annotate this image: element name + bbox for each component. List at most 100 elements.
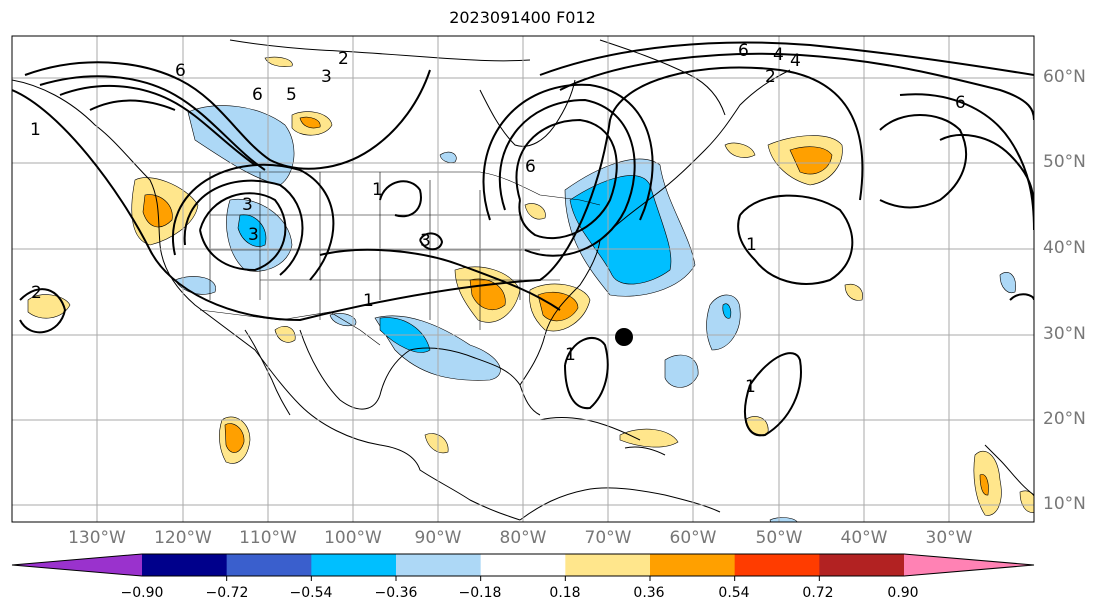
colorbar-tick-label: 0.90 — [887, 585, 919, 601]
colorbar-segment — [142, 554, 228, 576]
colorbar-tick-label: −0.72 — [205, 585, 249, 601]
pos-anomaly-azores — [844, 283, 863, 301]
coast-east-canada — [599, 69, 791, 241]
lon-label: 90°W — [414, 528, 462, 548]
border-us-canada — [150, 171, 601, 206]
pos-anomaly-mexico-pacific-core — [224, 423, 245, 453]
contour-5 — [59, 85, 256, 166]
neg-anomaly-small2 — [439, 151, 457, 163]
pos-anomaly-central-am — [424, 433, 449, 454]
coast-greenland — [599, 39, 726, 116]
contour-label: 1 — [746, 235, 757, 255]
neg-anomaly-small4 — [999, 272, 1016, 293]
contour-16 — [939, 134, 1034, 211]
contour-18-azores-high — [737, 194, 854, 285]
contour-labels: 6 2 3 5 4 6 6 2 4 6 6 1 1 3 3 3 1 2 1 1 … — [30, 41, 966, 397]
contour-15 — [879, 114, 968, 209]
contour-2 — [19, 288, 67, 334]
pos-anomaly-pacific-sw — [27, 294, 71, 319]
colorbar-outline — [11, 553, 1035, 577]
lon-label: 110°W — [239, 528, 297, 548]
colorbar-tick-label: −0.90 — [120, 585, 164, 601]
lon-label: 80°W — [499, 528, 547, 548]
lon-label: 50°W — [755, 528, 803, 548]
contour-label: 6 — [955, 93, 966, 113]
lon-label: 130°W — [68, 528, 126, 548]
contour-9 — [172, 163, 335, 281]
coast-hispaniola — [624, 446, 666, 456]
contour-label: 6 — [738, 41, 749, 61]
contour-label: 3 — [242, 195, 253, 215]
contour-label: 3 — [248, 225, 259, 245]
graticule — [12, 36, 1034, 522]
pos-anomaly-newfoundland — [724, 142, 756, 158]
colorbar-segment — [650, 554, 736, 576]
colorbar-tick-label: −0.54 — [289, 585, 333, 601]
colorbar-extend-high — [904, 554, 1034, 576]
neg-anomaly-rockies-core — [237, 214, 267, 247]
map-title: 2023091400 F012 — [449, 8, 596, 27]
contours — [12, 41, 1034, 437]
pos-anomaly-hudson — [524, 203, 546, 220]
colorbar-tick-label: −0.18 — [458, 585, 502, 601]
coast-baja — [244, 329, 291, 416]
coast-arctic — [229, 39, 531, 62]
colorbar — [11, 553, 1035, 581]
contour-8 — [183, 179, 304, 276]
contour-label: 4 — [773, 45, 784, 65]
lon-label: 100°W — [324, 528, 382, 548]
contour-label: 5 — [286, 85, 297, 105]
contour-label: 6 — [525, 157, 536, 177]
lat-label: 10°N — [1043, 494, 1086, 514]
political-borders — [150, 171, 601, 346]
pos-anomaly-caribbean — [619, 428, 679, 448]
lat-label: 20°N — [1043, 409, 1086, 429]
colorbar-segment — [226, 554, 312, 576]
contour-20-tropical — [744, 352, 802, 437]
contour-label: 1 — [565, 345, 576, 365]
coast-canary — [984, 444, 1034, 496]
contour-6 — [89, 99, 176, 111]
pos-anomaly-north-atlantic-core — [789, 146, 833, 175]
pos-anomaly-canada-n — [264, 56, 293, 67]
lat-label: 50°N — [1043, 152, 1086, 172]
coast-alaska-west-canada — [12, 79, 521, 521]
colorbar-tick-label: 0.72 — [802, 585, 834, 601]
contour-label: 1 — [363, 291, 374, 311]
contour-label: 2 — [338, 49, 349, 69]
contour-label: 6 — [175, 61, 186, 81]
contour-13 — [559, 52, 1034, 121]
colorbar-segment — [819, 554, 905, 576]
colorbar-segment — [396, 554, 482, 576]
lat-label: 30°N — [1043, 324, 1086, 344]
pos-anomaly-nw-core — [299, 116, 321, 129]
contour-23-tx-low — [379, 180, 422, 218]
contour-11 — [498, 98, 636, 257]
contour-12 — [482, 83, 654, 221]
contour-14 — [539, 41, 1034, 76]
contour-label: 6 — [252, 85, 263, 105]
lon-label: 60°W — [669, 528, 717, 548]
colorbar-tick-label: 0.18 — [549, 585, 581, 601]
neg-anomaly-sw — [174, 276, 216, 295]
contour-label: 3 — [321, 67, 332, 87]
contour-1-large — [12, 66, 864, 322]
contour-label: 3 — [420, 231, 431, 251]
colorbar-segment — [734, 554, 820, 576]
lat-label: 60°N — [1043, 67, 1086, 87]
pos-anomaly-east-edge — [1019, 490, 1034, 513]
lon-label: 30°W — [925, 528, 973, 548]
contour-label: 1 — [745, 377, 756, 397]
colorbar-extend-low — [12, 554, 142, 576]
contour-4 — [39, 75, 266, 171]
colorbar-tick-label: 0.54 — [718, 585, 750, 601]
lon-label: 70°W — [584, 528, 632, 548]
lon-label: 120°W — [154, 528, 212, 548]
lat-label: 40°N — [1043, 238, 1086, 258]
contour-19-carib — [564, 336, 609, 410]
map-border — [11, 35, 1035, 523]
coastlines — [12, 39, 1034, 521]
neg-anomaly-mid-atlantic — [706, 294, 741, 351]
contour-22-small-low — [419, 232, 444, 251]
contour-label: 4 — [790, 51, 801, 71]
